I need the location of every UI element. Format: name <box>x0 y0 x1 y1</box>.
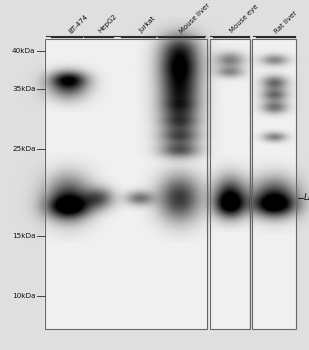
Bar <box>210 38 250 329</box>
Text: Rat liver: Rat liver <box>273 9 298 34</box>
Text: 10kDa: 10kDa <box>12 293 36 299</box>
Text: Mouse eye: Mouse eye <box>229 4 260 34</box>
Text: Mouse liver: Mouse liver <box>178 2 211 34</box>
Bar <box>252 38 296 329</box>
Text: HepG2: HepG2 <box>97 13 118 34</box>
Text: BT-474: BT-474 <box>67 13 89 34</box>
Text: 40kDa: 40kDa <box>12 48 36 54</box>
Text: 35kDa: 35kDa <box>12 86 36 92</box>
Text: 25kDa: 25kDa <box>12 146 36 152</box>
Text: Jurkat: Jurkat <box>138 16 157 34</box>
Text: LIM2: LIM2 <box>304 193 309 202</box>
Bar <box>45 38 207 329</box>
Text: 15kDa: 15kDa <box>12 233 36 239</box>
